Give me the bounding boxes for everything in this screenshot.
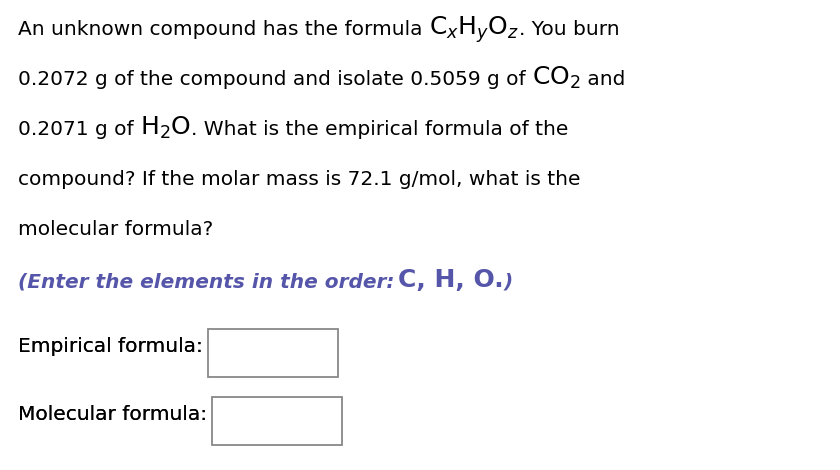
Text: (Enter the elements in the order:: (Enter the elements in the order: [18, 272, 398, 291]
Text: 0.2071 g of: 0.2071 g of [18, 120, 140, 139]
Text: molecular formula?: molecular formula? [18, 220, 213, 239]
Bar [207, 329, 338, 377]
Text: . You burn: . You burn [519, 20, 620, 39]
Text: Empirical formula:: Empirical formula: [18, 337, 203, 356]
Text: compound? If the molar mass is 72.1 g/mol, what is the: compound? If the molar mass is 72.1 g/mo… [18, 170, 580, 189]
Text: and: and [580, 70, 625, 89]
Text: Molecular formula:: Molecular formula: [18, 405, 207, 424]
Text: $\mathregular{CO}_{2}$: $\mathregular{CO}_{2}$ [532, 65, 580, 91]
Text: . What is the empirical formula of the: . What is the empirical formula of the [192, 120, 569, 139]
Bar [213, 397, 342, 445]
Text: An unknown compound has the formula: An unknown compound has the formula [18, 20, 429, 39]
Text: Molecular formula:: Molecular formula: [18, 405, 207, 424]
Text: $\mathregular{H}_{2}\mathregular{O}$: $\mathregular{H}_{2}\mathregular{O}$ [140, 115, 192, 141]
Text: 0.2072 g of the compound and isolate 0.5059 g of: 0.2072 g of the compound and isolate 0.5… [18, 70, 532, 89]
Text: Empirical formula:: Empirical formula: [18, 337, 203, 356]
Text: ): ) [504, 272, 513, 291]
Text: $\mathregular{C}_{x}\mathregular{H}_{y}\mathregular{O}_{z}$: $\mathregular{C}_{x}\mathregular{H}_{y}\… [429, 15, 519, 45]
Text: C, H, O.: C, H, O. [398, 268, 504, 292]
